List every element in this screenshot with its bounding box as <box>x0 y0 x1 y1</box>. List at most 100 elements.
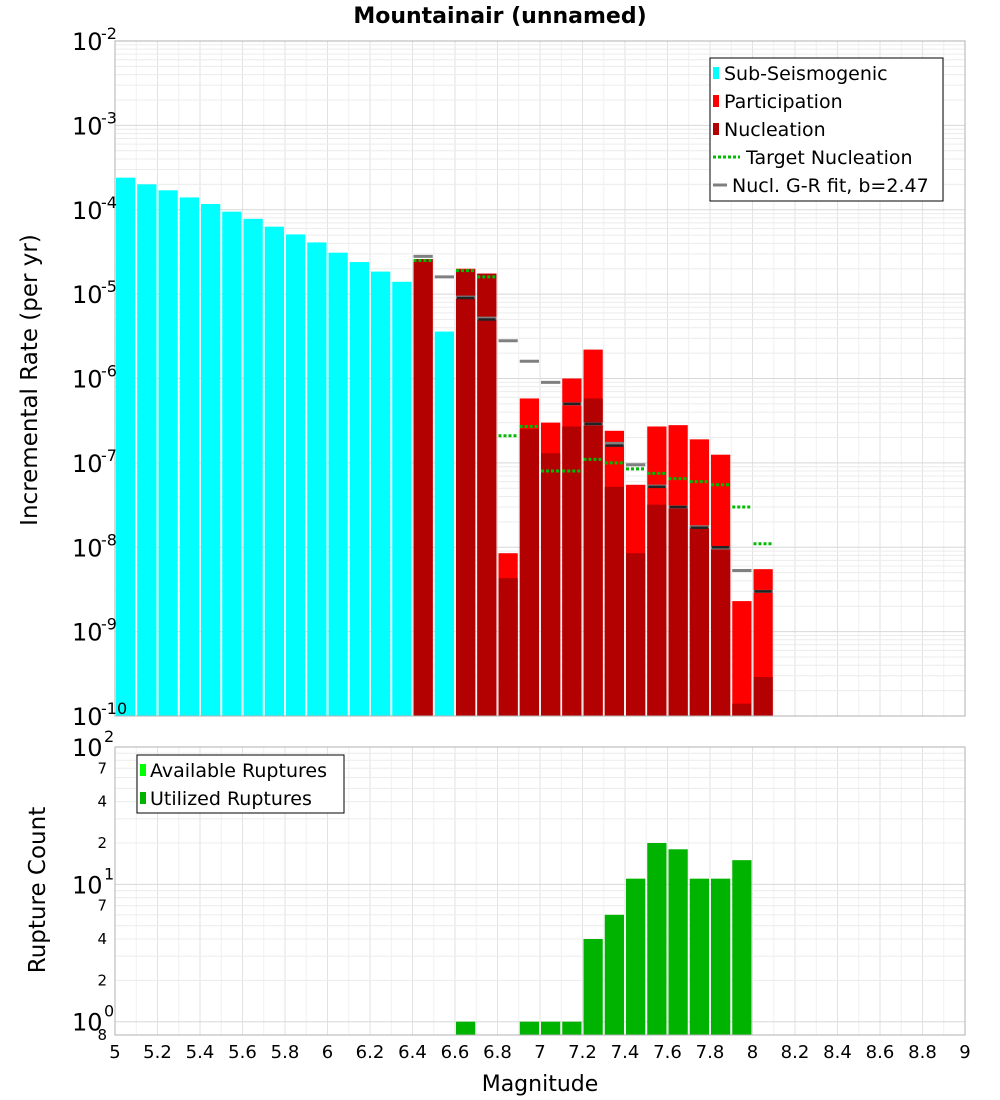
nucleation-bar <box>732 703 752 716</box>
x-tick-label: 5.4 <box>186 1042 215 1063</box>
x-tick-label: 7.2 <box>568 1042 597 1063</box>
legend-label-target-nucleation: Target Nucleation <box>745 147 913 169</box>
x-tick-label: 6.6 <box>441 1042 470 1063</box>
bottom-y-minor-tick-label: 4 <box>97 793 107 811</box>
x-tick-label: 8 <box>747 1042 758 1063</box>
top-legend-box <box>709 57 944 202</box>
sub-seismogenic-bar <box>243 218 263 716</box>
x-tick-label: 7.8 <box>696 1042 725 1063</box>
x-tick-label: 5.8 <box>271 1042 300 1063</box>
sub-seismogenic-bar <box>349 262 369 716</box>
top-y-tick-exponent: -8 <box>101 530 117 549</box>
top-y-ticks: 10-210-310-410-510-610-710-810-910-10 <box>72 24 127 731</box>
utilized-ruptures-bar <box>562 1021 582 1035</box>
legend-swatch-nucleation <box>713 123 719 135</box>
x-tick-label: 5.6 <box>228 1042 257 1063</box>
bottom-y-axis-label: Rupture Count <box>25 807 51 973</box>
x-axis-label: Magnitude <box>482 1072 599 1097</box>
bottom-y-minor-tick-label: 2 <box>97 971 107 989</box>
legend-swatch-participation <box>713 95 719 107</box>
bottom-y-minor-tick-label: 7 <box>97 897 107 915</box>
bottom-y-tick-label: 10 <box>72 1009 103 1037</box>
legend-swatch-available <box>140 764 146 776</box>
utilized-ruptures-bar <box>647 843 667 1035</box>
bottom-y-tick-label: 10 <box>72 734 103 762</box>
top-y-tick-label: 10 <box>72 450 103 478</box>
x-tick-label: 8.2 <box>781 1042 810 1063</box>
chart-title: Mountainair (unnamed) <box>353 4 646 29</box>
nucleation-bar <box>541 453 561 716</box>
top-plot-frame <box>114 40 966 717</box>
sub-seismogenic-bar <box>328 252 348 716</box>
x-tick-label: 7.4 <box>611 1042 640 1063</box>
top-y-tick-exponent: -4 <box>101 193 117 212</box>
sub-seismogenic-bar <box>222 211 242 716</box>
nucleation-bar <box>477 273 497 716</box>
utilized-ruptures-bar <box>583 939 603 1035</box>
x-tick-label: 8.8 <box>908 1042 937 1063</box>
top-y-tick-exponent: -10 <box>101 699 127 718</box>
top-plot-bars <box>116 177 773 717</box>
bottom-legend-box <box>136 754 345 814</box>
nucleation-bar <box>626 553 646 716</box>
top-y-tick-label: 10 <box>72 281 103 309</box>
nucleation-bar <box>519 429 539 716</box>
legend-label-sub-seismogenic: Sub-Seismogenic <box>724 63 888 85</box>
nucleation-bar <box>413 259 433 716</box>
bottom-y-minor-tick-label: 2 <box>97 834 107 852</box>
top-plot-markers <box>413 254 773 593</box>
sub-seismogenic-bar <box>201 203 221 716</box>
sub-seismogenic-bar <box>116 177 136 716</box>
top-y-tick-exponent: -9 <box>101 615 117 634</box>
x-tick-label: 7 <box>534 1042 545 1063</box>
bottom-legend: Available Ruptures Utilized Ruptures <box>136 754 345 814</box>
sub-seismogenic-bar <box>264 226 284 716</box>
legend-label-participation: Participation <box>724 91 843 113</box>
legend-swatch-utilized <box>140 792 146 804</box>
sub-seismogenic-bar <box>158 190 178 716</box>
legend-swatch-sub-seismogenic <box>713 67 719 79</box>
utilized-ruptures-bar <box>519 1021 539 1035</box>
sub-seismogenic-bar <box>137 184 157 717</box>
top-y-tick-exponent: -2 <box>101 24 117 43</box>
top-legend: Sub-Seismogenic Participation Nucleation… <box>709 57 944 202</box>
bottom-plot-frame <box>114 746 966 1036</box>
sub-seismogenic-bar <box>307 242 327 716</box>
sub-seismogenic-bar <box>179 197 199 717</box>
nucleation-bar <box>689 527 709 716</box>
top-y-axis-label: Incremental Rate (per yr) <box>17 234 43 526</box>
utilized-ruptures-bar <box>711 878 731 1035</box>
utilized-ruptures-bar <box>668 849 688 1035</box>
top-y-tick-exponent: -7 <box>101 446 117 465</box>
top-y-tick-label: 10 <box>72 112 103 140</box>
participation-bar <box>732 601 752 716</box>
top-y-tick-label: 10 <box>72 619 103 647</box>
sub-seismogenic-bar <box>371 271 391 716</box>
utilized-ruptures-bar <box>732 860 752 1035</box>
bottom-plot-bars <box>456 843 752 1035</box>
x-tick-label: 8.4 <box>823 1042 852 1063</box>
nucleation-bar <box>647 504 667 716</box>
sub-seismogenic-bar <box>286 234 306 716</box>
bottom-y-tick-label: 10 <box>72 871 103 899</box>
legend-label-available: Available Ruptures <box>150 760 327 782</box>
nucleation-bar <box>668 505 688 716</box>
nucleation-bar <box>583 398 603 716</box>
x-tick-label: 6.2 <box>356 1042 385 1063</box>
nucleation-bar <box>456 269 476 716</box>
x-tick-label: 9 <box>959 1042 970 1063</box>
utilized-ruptures-bar <box>689 878 709 1035</box>
legend-label-utilized: Utilized Ruptures <box>150 788 312 810</box>
top-y-tick-label: 10 <box>72 703 103 731</box>
top-y-tick-label: 10 <box>72 197 103 225</box>
utilized-ruptures-bar <box>626 878 646 1035</box>
nucleation-bar <box>753 676 773 716</box>
utilized-ruptures-bar <box>456 1021 476 1035</box>
top-y-tick-label: 10 <box>72 534 103 562</box>
nucleation-bar <box>498 578 518 716</box>
nucleation-bar <box>562 426 582 716</box>
sub-seismogenic-bar <box>434 331 454 716</box>
legend-label-gr-fit: Nucl. G-R fit, b=2.47 <box>732 175 929 197</box>
